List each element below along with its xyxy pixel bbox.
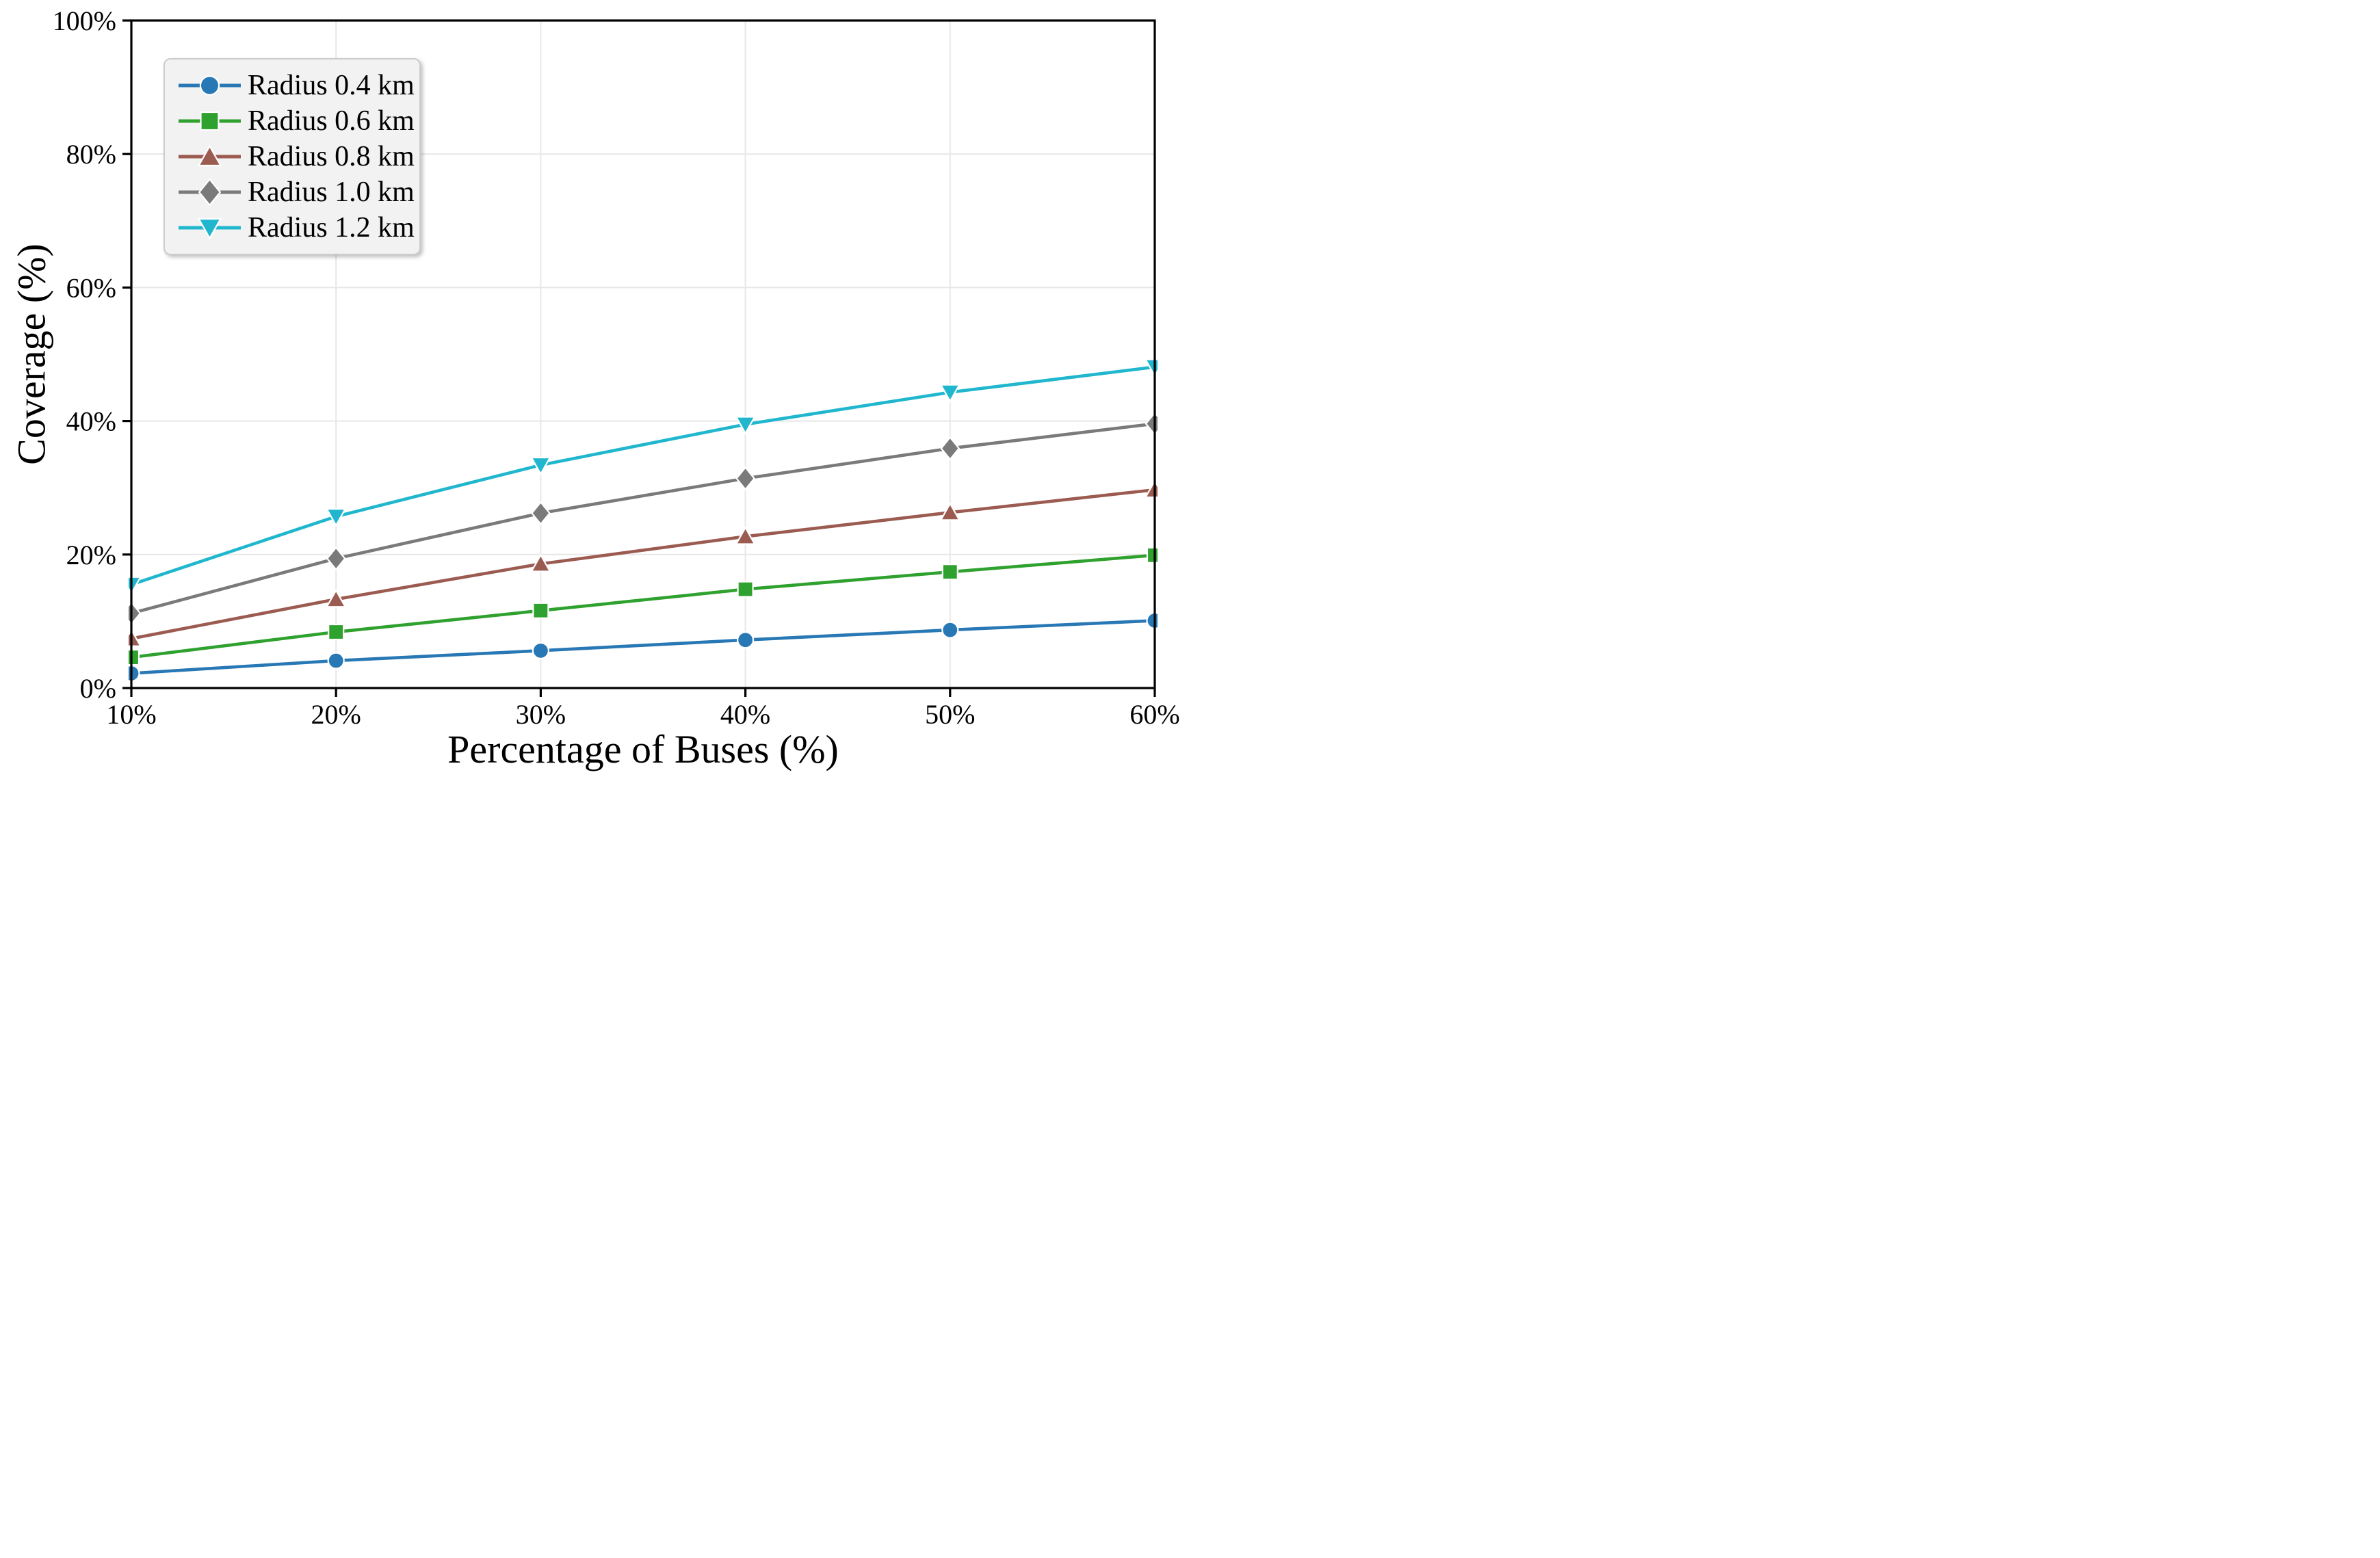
diamond-marker [198, 179, 222, 206]
triangle-up-marker [325, 588, 347, 608]
legend-swatch [179, 111, 241, 131]
legend-item: Radius 1.2 km [165, 210, 419, 246]
circle-marker [199, 75, 220, 96]
x-axis-title: Percentage of Buses (%) [447, 727, 839, 771]
triangle-up-marker [939, 502, 961, 521]
legend-swatch [179, 75, 241, 96]
legend-label: Radius 0.4 km [248, 70, 415, 101]
series-line [131, 422, 1155, 615]
plot-area [129, 358, 1158, 683]
circle-marker [736, 631, 755, 649]
y-tick-label: 40% [66, 406, 116, 437]
triangle-down-marker [197, 217, 222, 240]
legend-item: Radius 0.8 km [165, 139, 419, 174]
series-radius-0.4-km [129, 611, 1158, 683]
legend-label: Radius 0.6 km [248, 105, 415, 137]
legend-label: Radius 0.8 km [248, 141, 415, 172]
legend-label: Radius 1.2 km [248, 212, 415, 243]
diamond-marker [326, 546, 346, 571]
legend-item: Radius 0.6 km [165, 103, 419, 139]
series-radius-0.8-km [129, 479, 1158, 647]
triangle-down-marker [325, 508, 347, 527]
series-radius-1.2-km [129, 358, 1158, 595]
triangle-down-marker [530, 456, 551, 476]
circle-marker [532, 642, 550, 659]
y-tick-label: 60% [66, 272, 116, 303]
square-marker [941, 564, 958, 581]
triangle-up-marker [735, 526, 756, 545]
series-radius-0.6-km [129, 546, 1158, 666]
legend-swatch [179, 217, 241, 240]
y-tick-label: 0% [80, 673, 116, 704]
triangle-down-marker [735, 416, 756, 435]
triangle-up-marker [530, 553, 551, 572]
series-line [131, 488, 1155, 641]
legend-item: Radius 1.0 km [165, 174, 419, 210]
circle-marker [327, 652, 345, 670]
legend-label: Radius 1.0 km [248, 176, 415, 208]
figure: 10% 20% 30% 40% 50% 60% 0% 20% 40% 60% 80% 100% Per… [0, 0, 1190, 779]
series-line [131, 365, 1155, 586]
square-marker [328, 623, 345, 641]
series-line [131, 553, 1155, 659]
axes-frame [130, 19, 1156, 689]
x-tick-label: 30% [516, 699, 566, 730]
legend: Radius 0.4 km Radius 0.6 km Radius 0.8 km R… [164, 58, 421, 255]
triangle-up-marker [197, 144, 222, 167]
diamond-marker [940, 436, 960, 461]
square-marker [737, 581, 754, 598]
chart-canvas: 10% 20% 30% 40% 50% 60% 0% 20% 40% 60% 80% 100% [53, 5, 1180, 730]
x-tick-label: 60% [1129, 699, 1179, 730]
square-marker [532, 602, 549, 619]
legend-swatch [179, 144, 241, 167]
y-tick-label: 80% [66, 139, 116, 170]
x-tick-label: 20% [311, 699, 361, 730]
diamond-marker [530, 501, 551, 526]
legend-item: Radius 0.4 km [165, 68, 419, 103]
square-marker [200, 111, 220, 131]
y-axis-title: Coverage (%) [9, 243, 54, 465]
diamond-marker [735, 466, 756, 491]
y-tick-label: 100% [53, 5, 116, 36]
x-tick-label: 50% [925, 699, 975, 730]
circle-marker [941, 621, 959, 639]
series-line [131, 619, 1155, 675]
x-tick-label: 40% [720, 699, 770, 730]
x-tick-label: 10% [106, 699, 156, 730]
legend-swatch [179, 179, 241, 206]
y-tick-label: 20% [66, 540, 116, 570]
triangle-down-marker [939, 384, 961, 403]
